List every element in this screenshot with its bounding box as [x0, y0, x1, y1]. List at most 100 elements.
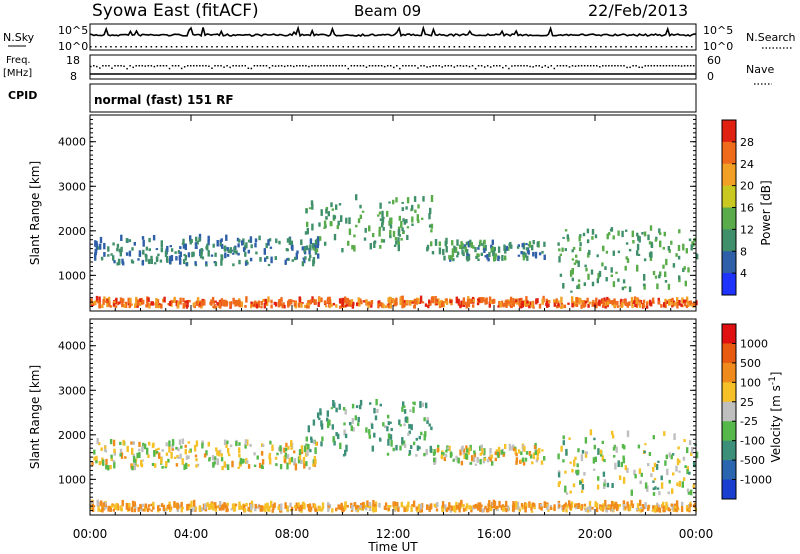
data-cell [644, 443, 647, 446]
data-cell [472, 504, 475, 508]
noise-dot [216, 46, 218, 48]
data-cell [387, 421, 390, 426]
data-cell [244, 443, 247, 449]
data-cell [286, 258, 289, 261]
data-cell [584, 437, 588, 444]
data-cell [145, 305, 149, 308]
data-cell [208, 504, 212, 507]
noise-dot [110, 46, 112, 48]
data-cell [186, 504, 189, 511]
data-cell [131, 466, 134, 471]
data-cell [644, 482, 648, 489]
data-cell [121, 258, 124, 264]
data-cell [649, 301, 653, 307]
noise-dot [241, 46, 243, 48]
data-cell [247, 464, 251, 469]
nave-dot [174, 65, 177, 67]
data-cell [584, 451, 588, 458]
data-cell [483, 457, 486, 461]
data-cell [516, 501, 520, 509]
data-cell [671, 453, 675, 456]
data-cell [543, 456, 546, 461]
data-cell [234, 503, 238, 507]
data-cell [232, 252, 235, 255]
data-cell [344, 409, 347, 415]
data-cell [615, 446, 618, 453]
data-cell [511, 446, 514, 451]
data-cell [293, 302, 297, 307]
data-cell [216, 458, 219, 465]
noise-dot [514, 46, 516, 48]
data-cell [266, 256, 269, 260]
data-cell [139, 503, 142, 509]
data-cell [331, 508, 334, 513]
data-cell [585, 267, 588, 272]
data-cell [325, 208, 328, 214]
data-cell [148, 248, 151, 252]
data-cell [101, 506, 104, 513]
data-cell [565, 492, 569, 495]
colorbar-segment [722, 343, 736, 364]
data-cell [448, 255, 451, 260]
data-cell [272, 504, 275, 509]
data-cell [421, 402, 425, 407]
data-cell [352, 302, 355, 306]
data-cell [593, 468, 596, 471]
noise-dot [569, 46, 572, 48]
noise-dot [670, 46, 673, 48]
data-cell [401, 295, 404, 303]
data-cell [359, 399, 363, 406]
data-cell [348, 228, 352, 235]
nave-dot [671, 65, 674, 67]
data-cell [445, 246, 448, 253]
data-cell [326, 421, 330, 429]
data-cell [423, 417, 426, 422]
data-cell [633, 469, 636, 475]
data-cell [279, 445, 282, 452]
data-cell [353, 234, 356, 238]
data-cell [455, 501, 458, 508]
data-cell [643, 258, 647, 262]
data-cell [168, 301, 172, 306]
noise-dot [625, 46, 627, 48]
data-cell [185, 262, 188, 266]
data-cell [630, 500, 633, 507]
data-cell [426, 244, 430, 250]
data-cell [314, 442, 318, 446]
data-cell [631, 503, 635, 509]
data-cell [368, 506, 371, 509]
data-cell [288, 237, 291, 241]
data-cell [607, 301, 610, 305]
noise-dot [680, 46, 683, 48]
nave-dot [574, 65, 577, 67]
data-cell [289, 502, 292, 508]
data-cell [613, 444, 617, 449]
data-cell [262, 444, 265, 447]
data-cell [136, 464, 139, 467]
colorbar-segment [722, 141, 736, 165]
data-cell [302, 257, 305, 260]
noise-dot [600, 46, 602, 48]
data-cell [575, 469, 578, 474]
colorbar-tick-label: 25 [740, 396, 754, 409]
data-cell [312, 247, 315, 251]
data-cell [597, 272, 600, 279]
data-cell [169, 245, 172, 248]
data-cell [690, 452, 693, 456]
data-cell [103, 242, 106, 250]
nave-dot [559, 65, 562, 67]
data-cell [260, 301, 263, 306]
data-cell [342, 407, 346, 411]
data-cell [108, 300, 111, 307]
data-cell [195, 458, 198, 462]
data-cell [504, 444, 507, 449]
data-cell [317, 236, 320, 243]
data-cell [174, 251, 177, 254]
data-cell [686, 447, 689, 454]
data-cell [382, 422, 385, 427]
data-cell [94, 253, 97, 261]
data-cell [196, 463, 200, 467]
data-cell [320, 441, 323, 447]
data-cell [605, 509, 608, 513]
